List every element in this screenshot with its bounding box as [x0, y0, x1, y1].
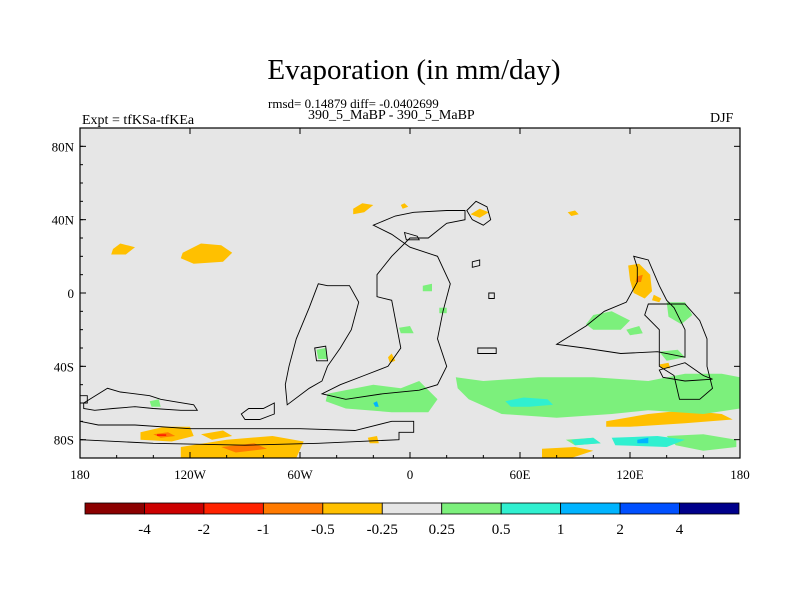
y-tick-label: 40S: [54, 359, 74, 374]
land-outline: [644, 303, 714, 400]
anomaly-region: [373, 401, 379, 407]
y-tick-label: 80N: [52, 139, 75, 154]
anomaly-region: [367, 436, 379, 444]
anomaly-region: [388, 353, 396, 363]
colorbar-label: 0.25: [429, 522, 455, 538]
anomaly-region: [571, 437, 601, 446]
anomaly-region: [316, 348, 328, 359]
anomaly-region: [626, 326, 643, 336]
land-outline: [403, 231, 420, 241]
map-plot-area: 180 120W 60W 0 60E 120E 180 80N 40N 0 40S 80S: [52, 127, 750, 482]
land-outline: [80, 420, 415, 446]
colorbar-swatch: [679, 502, 740, 515]
anomaly-fields: [111, 203, 740, 458]
colorbar-label: -2: [198, 522, 211, 538]
land-outline: [555, 255, 686, 358]
colorbar-label: -1: [257, 522, 270, 538]
anomaly-region: [659, 362, 671, 369]
colorbar-swatch: [144, 502, 205, 515]
x-tick-label: 180: [730, 467, 750, 482]
colorbar-label: 4: [676, 522, 684, 538]
anomaly-region: [422, 283, 432, 292]
x-tick-label: 0: [407, 467, 414, 482]
colorbar-swatch: [560, 502, 621, 515]
colorbar-swatch: [619, 502, 680, 515]
colorbar-swatch: [381, 502, 443, 515]
colorbar-label: 1: [557, 522, 565, 538]
anomaly-region: [505, 397, 553, 407]
colorbar-label: 0.5: [492, 522, 511, 538]
x-tick-label: 120W: [174, 467, 207, 482]
anomaly-region: [149, 399, 161, 407]
land-outline: [477, 347, 497, 354]
colorbar-swatch: [262, 502, 324, 515]
land-outline: [466, 200, 492, 226]
anomaly-region: [399, 326, 414, 334]
land-outlines: [80, 200, 714, 446]
land-outline: [488, 292, 495, 299]
anomaly-region: [180, 243, 233, 264]
land-outline: [314, 345, 329, 362]
experiment-label: Expt = tfKSa-tfKEa: [82, 113, 195, 128]
colorbar-label: -4: [138, 522, 151, 538]
x-tick-label: 180: [70, 467, 90, 482]
anomaly-region: [606, 410, 733, 427]
anomaly-region: [637, 437, 649, 444]
anomaly-region: [201, 430, 233, 440]
anomaly-region: [652, 294, 662, 303]
anomaly-region: [611, 436, 685, 447]
land-outline: [80, 395, 88, 404]
land-outline: [83, 387, 199, 411]
season-label: DJF: [710, 111, 734, 126]
chart-title: Evaporation (in mm/day): [267, 54, 561, 86]
anomaly-region: [353, 203, 374, 215]
y-tick-label: 40N: [52, 213, 75, 228]
land-outline: [240, 402, 275, 420]
case-line: 390_5_MaBP - 390_5_MaBP: [308, 108, 475, 123]
colorbar-swatch: [441, 502, 502, 515]
stats-line: rmsd= 0.14879 diff= -0.0402699: [268, 96, 439, 111]
colorbar-swatch: [84, 502, 145, 515]
colorbar-label: -0.5: [311, 522, 335, 538]
anomaly-region: [659, 349, 685, 361]
anomaly-region: [666, 302, 693, 325]
anomaly-region: [325, 381, 438, 413]
anomaly-region: [470, 208, 489, 218]
anomaly-region: [221, 443, 267, 453]
anomaly-region: [542, 447, 594, 458]
x-tick-label: 60E: [510, 467, 531, 482]
y-axis: 80N 40N 0 40S 80S: [52, 127, 740, 459]
colorbar-label: 2: [616, 522, 624, 538]
anomaly-region: [586, 311, 630, 330]
colorbar-swatch: [500, 502, 562, 515]
anomaly-region: [666, 434, 737, 451]
x-tick-label: 60W: [287, 467, 313, 482]
x-axis: 180 120W 60W 0 60E 120E 180: [70, 128, 750, 482]
land-outline: [471, 259, 481, 268]
land-outline: [658, 362, 713, 382]
colorbar-swatch: [322, 502, 383, 515]
x-tick-label: 120E: [616, 467, 644, 482]
anomaly-region: [400, 203, 409, 209]
y-tick-label: 80S: [54, 433, 74, 448]
colorbar-label: -0.25: [367, 522, 398, 538]
y-tick-label: 0: [68, 286, 75, 301]
anomaly-region: [567, 210, 579, 216]
colorbar: -4 -2 -1 -0.5 -0.25 0.25 0.5 1 2 4: [84, 502, 740, 538]
colorbar-swatch: [203, 502, 264, 515]
anomaly-region: [157, 434, 167, 436]
land-outline: [320, 210, 466, 400]
land-outline: [284, 283, 360, 406]
anomaly-region: [111, 243, 135, 255]
